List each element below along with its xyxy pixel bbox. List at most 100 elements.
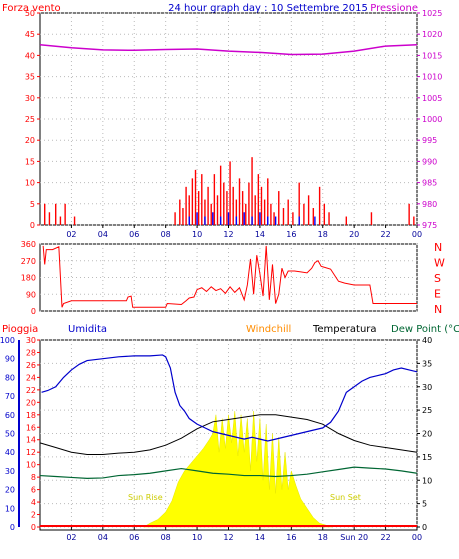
rain-tick-label: 20	[26, 398, 36, 407]
humidity-axis: 0 10 20 30 40 50 60 70 80 90 100	[0, 336, 20, 532]
wind-direction-line	[42, 245, 417, 308]
sunrise-label: Sun Rise	[128, 493, 163, 502]
rain-tick-label: 28	[26, 348, 36, 357]
wind-tick-label: 25	[25, 115, 35, 124]
humidity-tick-label: 80	[5, 373, 15, 382]
compass-label: N	[434, 241, 442, 254]
pressure-tick-label: 1005	[422, 94, 442, 103]
wind-time-label: 02	[66, 230, 76, 239]
gust-bars	[188, 212, 316, 225]
windchill-label: Windchill	[246, 324, 291, 335]
temperature-panel: Sun Rise Sun Set 02468101214161820222426…	[0, 336, 432, 542]
rain-tick-label: 12	[26, 448, 36, 457]
pressure-tick-label: 975	[422, 221, 437, 230]
temperature-time-label: Sun 20	[340, 533, 368, 542]
wind-time-label: 04	[98, 230, 108, 239]
temperature-line	[39, 414, 418, 456]
wind-time-label: 14	[255, 230, 265, 239]
rain-tick-label: 14	[26, 436, 36, 445]
wind-bars	[44, 157, 415, 225]
wind-panel-grid	[40, 12, 418, 226]
wind-time-label: 00	[412, 230, 422, 239]
sunset-label: Sun Set	[330, 493, 361, 502]
wind-tick-label: 40	[25, 51, 35, 60]
direction-tick-label: 0	[31, 307, 36, 316]
temperature-tick-label: 5	[422, 500, 427, 509]
graph-title: 24 hour graph day : 10 Settembre 2015	[168, 3, 368, 14]
pressure-tick-label: 990	[422, 157, 437, 166]
humidity-tick-label: 0	[10, 523, 15, 532]
wind-label: Forza vento	[2, 3, 61, 14]
direction-tick-label: 180	[21, 274, 36, 283]
wind-time-label: 22	[380, 230, 390, 239]
temperature-time-label: 08	[161, 533, 171, 542]
dewpoint-label: Dew Point (°C	[391, 324, 459, 335]
temperature-label: Temperatura	[312, 324, 377, 335]
wind-tick-label: 20	[25, 136, 35, 145]
compass-label: W	[434, 257, 445, 270]
temperature-tick-label: 10	[422, 476, 432, 485]
temperature-time-label: 14	[255, 533, 265, 542]
direction-grid	[40, 243, 418, 312]
temperature-tick-label: 25	[422, 406, 432, 415]
wind-time-axis: 02 04 06 08 10 12 14 16 18 20 22 00	[66, 225, 422, 239]
humidity-tick-label: 70	[5, 392, 15, 401]
temperature-tick-label: 40	[422, 336, 432, 345]
humidity-tick-label: 40	[5, 448, 15, 457]
rain-tick-label: 30	[26, 336, 36, 345]
compass-label: E	[434, 288, 441, 301]
pressure-label: Pressione	[370, 3, 418, 14]
wind-tick-label: 45	[25, 30, 35, 39]
wind-tick-label: 15	[25, 157, 35, 166]
wind-tick-label: 50	[25, 9, 35, 18]
humidity-tick-label: 60	[5, 411, 15, 420]
pressure-tick-label: 1020	[422, 30, 442, 39]
wind-time-label: 08	[161, 230, 171, 239]
solar-area	[142, 411, 333, 528]
dewpoint-line	[39, 466, 418, 479]
humidity-tick-label: 100	[0, 336, 15, 345]
rain-tick-label: 16	[26, 423, 36, 432]
temperature-time-label: 10	[192, 533, 202, 542]
rain-tick-label: 6	[31, 486, 36, 495]
temperature-time-label: 02	[66, 533, 76, 542]
humidity-tick-label: 20	[5, 486, 15, 495]
pressure-tick-label: 985	[422, 179, 437, 188]
pressure-tick-label: 980	[422, 200, 437, 209]
wind-time-label: 16	[286, 230, 296, 239]
temperature-time-label: 18	[318, 533, 328, 542]
rain-label: Pioggia	[2, 324, 38, 335]
temperature-tick-label: 20	[422, 430, 432, 439]
rain-tick-label: 10	[26, 461, 36, 470]
humidity-tick-label: 10	[5, 504, 15, 513]
temperature-tick-label: 35	[422, 359, 432, 368]
rain-tick-label: 22	[26, 386, 36, 395]
wind-tick-label: 35	[25, 73, 35, 82]
pressure-tick-label: 1025	[422, 9, 442, 18]
wind-time-label: 10	[192, 230, 202, 239]
temperature-time-label: 12	[223, 533, 233, 542]
wind-tick-label: 5	[30, 200, 35, 209]
pressure-tick-label: 1015	[422, 51, 442, 60]
rain-tick-label: 2	[31, 511, 36, 520]
temperature-time-label: 00	[412, 533, 422, 542]
pressure-axis: 975 980 985 990 995 1000 1005 1010 1015 1020 1025	[417, 9, 442, 230]
humidity-label: Umidita	[68, 324, 107, 335]
humidity-line	[41, 354, 418, 442]
direction-axis: 0 90 180 270 360	[21, 240, 36, 316]
wind-time-label: 18	[318, 230, 328, 239]
wind-time-label: 12	[223, 230, 233, 239]
wind-tick-label: 30	[25, 94, 35, 103]
compass-label: N	[434, 303, 442, 316]
temperature-axis: 0 5 10 15 20 25 30 35 40	[417, 336, 432, 532]
wind-time-label: 20	[349, 230, 359, 239]
temperature-time-label: 06	[129, 533, 139, 542]
wind-tick-label: 10	[25, 179, 35, 188]
wind-axis: 0 5 10 15 20 25 30 35 40 45 50	[25, 9, 40, 230]
